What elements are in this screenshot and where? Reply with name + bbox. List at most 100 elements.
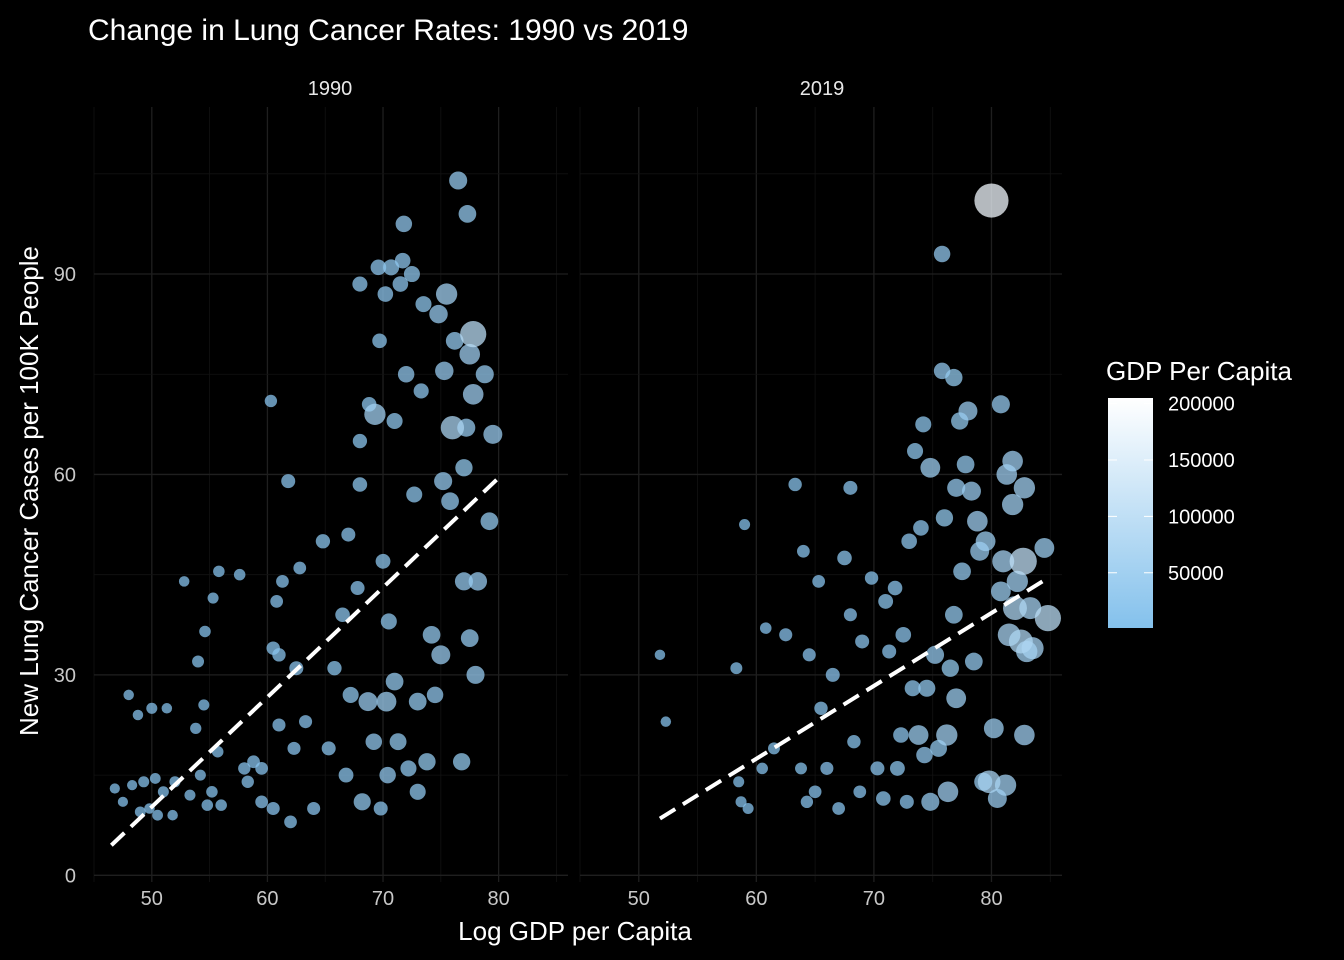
data-point [887, 580, 903, 596]
data-point [925, 645, 945, 664]
data-point [660, 716, 672, 727]
data-point [921, 792, 940, 811]
data-point [800, 795, 814, 809]
data-point [315, 534, 331, 549]
data-point [901, 533, 917, 550]
data-point [730, 662, 743, 675]
data-point [820, 761, 834, 775]
data-point [1001, 493, 1024, 516]
data-point [460, 321, 487, 348]
data-point [440, 416, 465, 440]
data-point [341, 527, 356, 542]
x-tick-label: 60 [256, 888, 278, 910]
data-point [1006, 570, 1028, 593]
data-point [408, 692, 427, 711]
data-point [272, 718, 286, 732]
data-point [400, 760, 417, 777]
data-point [338, 767, 354, 783]
panel-2019: 2019 50 60 70 80 [579, 78, 1062, 910]
data-point [936, 724, 958, 746]
data-point [483, 424, 503, 444]
data-point [843, 608, 857, 622]
data-point [944, 605, 963, 624]
panel-label-2019: 2019 [800, 78, 845, 100]
data-point [199, 625, 211, 638]
data-point [213, 565, 225, 578]
data-point [372, 333, 387, 349]
data-point [117, 796, 129, 807]
data-point [945, 368, 963, 387]
data-point [876, 791, 891, 806]
data-point [460, 629, 479, 647]
data-point [392, 276, 409, 292]
data-point [431, 645, 451, 665]
data-point [373, 801, 388, 816]
data-point [992, 550, 1015, 573]
data-point [161, 703, 173, 714]
data-point [915, 416, 932, 433]
data-point [386, 412, 403, 430]
data-point [383, 259, 400, 276]
data-point [342, 686, 359, 703]
data-point [299, 715, 313, 729]
data-point [434, 472, 453, 491]
data-point [375, 553, 391, 569]
data-point [889, 761, 905, 776]
data-point [123, 689, 134, 701]
data-point [759, 622, 772, 634]
data-point [406, 486, 423, 503]
data-point [281, 474, 296, 489]
data-point [480, 512, 499, 531]
data-point [335, 607, 350, 623]
data-point [462, 383, 484, 405]
data-point [843, 480, 858, 495]
data-point [855, 634, 870, 649]
data-point [475, 365, 494, 384]
data-point [1008, 629, 1033, 654]
data-point [1034, 538, 1055, 558]
data-point [961, 481, 981, 501]
x-tick-label: 50 [628, 888, 650, 910]
data-point [454, 572, 473, 591]
data-point [739, 519, 751, 531]
data-point [409, 783, 426, 800]
legend: GDP Per Capita 50000 100000 150000 200000 [1106, 356, 1292, 628]
data-point [376, 691, 397, 712]
data-point [814, 701, 828, 715]
data-point [864, 571, 879, 585]
x-tick-label: 70 [863, 888, 885, 910]
data-point [797, 544, 810, 558]
data-point [468, 572, 488, 591]
legend-tick-label: 150000 [1168, 450, 1235, 472]
data-point [733, 776, 745, 788]
data-point [967, 510, 988, 532]
data-point [293, 561, 307, 575]
data-point [870, 761, 885, 776]
data-point [847, 734, 861, 749]
data-point [358, 692, 378, 712]
data-point [742, 802, 754, 815]
data-point [908, 725, 929, 745]
data-point [157, 786, 169, 798]
data-point [435, 361, 454, 381]
x-tick-label: 80 [980, 888, 1002, 910]
data-point [206, 786, 218, 798]
data-point [907, 443, 924, 460]
data-point [380, 613, 397, 630]
data-point [215, 799, 227, 811]
data-point [167, 809, 178, 821]
data-point [365, 733, 383, 750]
data-point [194, 769, 206, 781]
data-point [233, 568, 246, 581]
data-point [882, 644, 897, 659]
data-point [808, 785, 822, 799]
data-point [364, 403, 386, 425]
data-point [415, 296, 432, 313]
data-point [935, 509, 954, 527]
data-point [394, 252, 411, 269]
data-point [756, 762, 768, 775]
chart-title: Change in Lung Cancer Rates: 1990 vs 201… [88, 14, 688, 47]
data-point [983, 718, 1004, 739]
data-point [270, 595, 284, 608]
legend-tick-label: 50000 [1168, 563, 1224, 585]
